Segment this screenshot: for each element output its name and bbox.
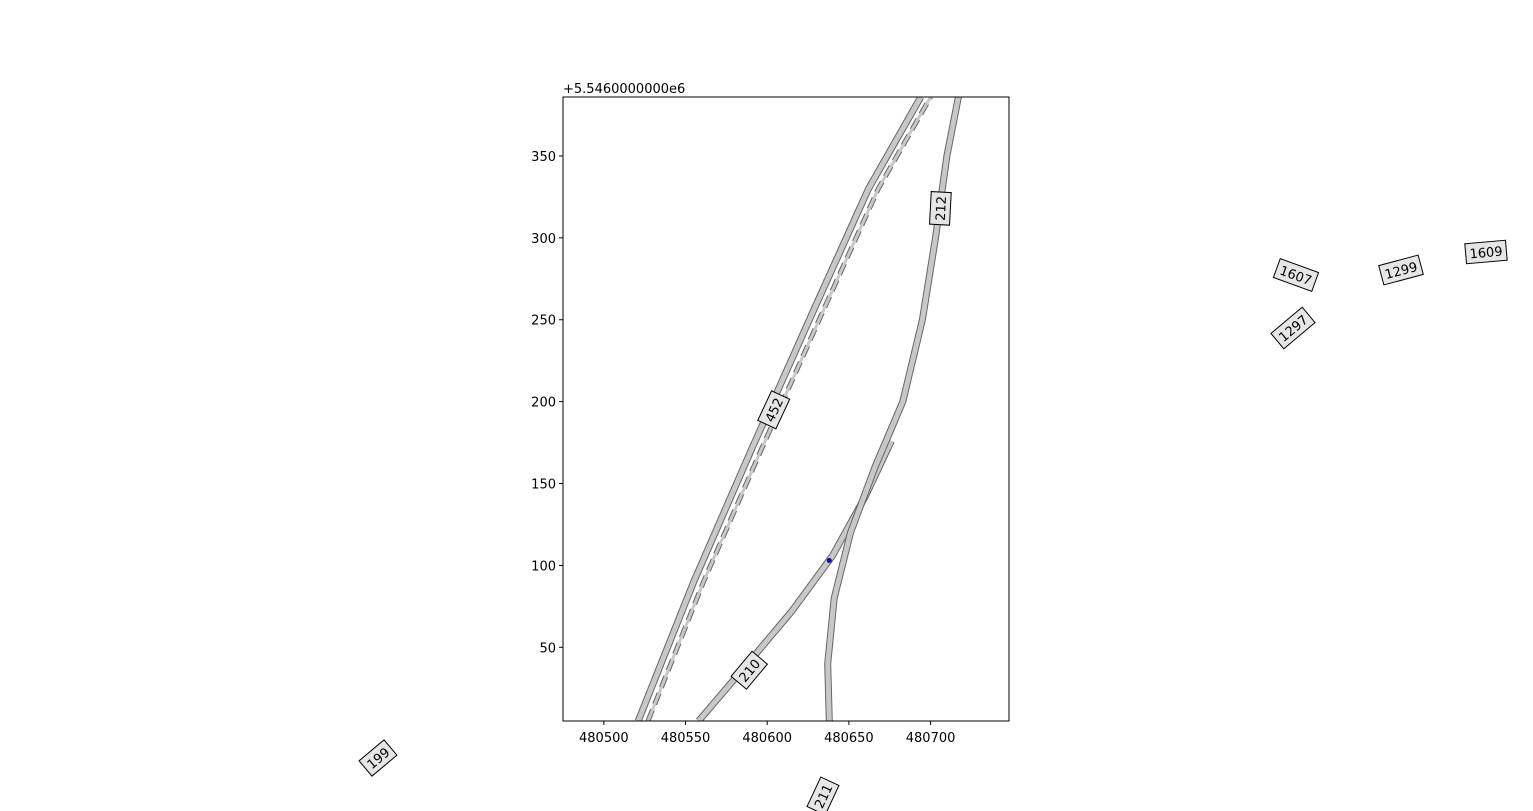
road-network <box>634 97 962 721</box>
road-label-box <box>757 390 791 430</box>
x-tick-label: 480700 <box>906 731 956 746</box>
road-452 <box>635 97 923 721</box>
road-452-edge-outline <box>645 97 933 721</box>
x-axis: 480500 480550 480600 480650 480700 <box>579 721 955 746</box>
y-tick-label: 350 <box>531 150 556 165</box>
y-tick-label: 150 <box>531 478 556 493</box>
road-210-outline <box>695 439 895 721</box>
road-label-box <box>1272 257 1320 293</box>
y-axis: 50 100 150 200 250 300 350 <box>531 150 563 656</box>
road-label-212: 212 <box>929 191 952 226</box>
x-tick-label: 480550 <box>661 731 711 746</box>
road-label-1609: 1609 <box>1464 239 1508 265</box>
y-tick-label: 100 <box>531 559 556 574</box>
road-label-199: 199 <box>358 739 398 777</box>
road-label-1297: 1297 <box>1270 306 1316 350</box>
x-tick-label: 480500 <box>579 731 629 746</box>
location-marker-layer <box>826 557 832 563</box>
y-offset-label: +5.5460000000e6 <box>563 82 685 97</box>
road-label-text: 212 <box>934 196 950 222</box>
road-211-outline <box>824 97 962 721</box>
y-tick-label: 50 <box>539 641 556 656</box>
road-label-211: 211 <box>806 776 840 811</box>
road-label-box <box>1378 254 1424 286</box>
road-label-text: 1609 <box>1469 245 1503 263</box>
road-label-box <box>730 650 769 690</box>
x-tick-label: 480600 <box>742 731 792 746</box>
road-210 <box>696 439 894 721</box>
y-tick-label: 300 <box>531 232 556 247</box>
road-label-box <box>1270 306 1316 350</box>
y-tick-label: 250 <box>531 314 556 329</box>
road-id-labels: 452 210 212 1607 1299 1609 1297 199 211 <box>358 191 1508 811</box>
x-tick-label: 480650 <box>824 731 874 746</box>
road-label-box <box>929 191 952 226</box>
road-label-box <box>358 739 398 777</box>
road-label-210: 210 <box>730 650 769 690</box>
road-label-box <box>1464 239 1508 265</box>
road-label-1607: 1607 <box>1272 257 1320 293</box>
location-point <box>826 557 832 563</box>
road-label-1299: 1299 <box>1378 254 1424 286</box>
road-label-452: 452 <box>757 390 791 430</box>
axes-frame <box>562 96 1010 722</box>
road-452-edge <box>646 97 932 721</box>
y-tick-label: 200 <box>531 396 556 411</box>
